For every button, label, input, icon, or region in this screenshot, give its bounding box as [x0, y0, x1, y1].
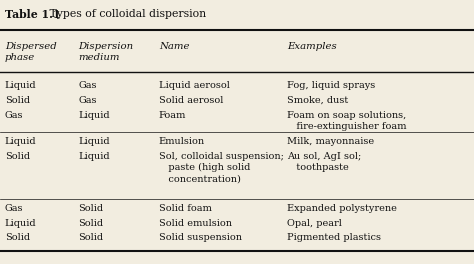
Text: Expanded polystyrene: Expanded polystyrene: [287, 204, 397, 213]
Text: Table 1.1: Table 1.1: [5, 9, 60, 20]
Text: Solid: Solid: [78, 219, 103, 228]
Text: Dispersed
phase: Dispersed phase: [5, 42, 56, 62]
Text: Emulsion: Emulsion: [159, 137, 205, 146]
Text: Solid suspension: Solid suspension: [159, 233, 242, 242]
Text: Examples: Examples: [287, 42, 337, 51]
Text: Foam on soap solutions,
   fire-extinguisher foam: Foam on soap solutions, fire-extinguishe…: [287, 111, 406, 131]
Text: Pigmented plastics: Pigmented plastics: [287, 233, 381, 242]
Text: Solid foam: Solid foam: [159, 204, 212, 213]
Text: Smoke, dust: Smoke, dust: [287, 96, 348, 105]
Text: Dispersion
medium: Dispersion medium: [78, 42, 133, 62]
Text: Sol, colloidal suspension;
   paste (high solid
   concentration): Sol, colloidal suspension; paste (high s…: [159, 152, 283, 183]
Text: Au sol, AgI sol;
   toothpaste: Au sol, AgI sol; toothpaste: [287, 152, 361, 172]
Text: Solid: Solid: [5, 152, 30, 161]
Text: Liquid: Liquid: [78, 137, 110, 146]
Text: Foam: Foam: [159, 111, 186, 120]
Text: Gas: Gas: [5, 111, 23, 120]
Text: Liquid: Liquid: [5, 219, 36, 228]
Text: Gas: Gas: [5, 204, 23, 213]
Text: Solid: Solid: [78, 233, 103, 242]
Text: Opal, pearl: Opal, pearl: [287, 219, 342, 228]
Text: Gas: Gas: [78, 96, 97, 105]
Text: Liquid aerosol: Liquid aerosol: [159, 81, 230, 89]
Text: Milk, mayonnaise: Milk, mayonnaise: [287, 137, 374, 146]
Text: Types of colloidal dispersion: Types of colloidal dispersion: [39, 9, 206, 19]
Text: Solid emulsion: Solid emulsion: [159, 219, 232, 228]
Text: Fog, liquid sprays: Fog, liquid sprays: [287, 81, 375, 89]
Text: Gas: Gas: [78, 81, 97, 89]
Text: Solid: Solid: [5, 233, 30, 242]
Text: Solid: Solid: [5, 96, 30, 105]
Text: Liquid: Liquid: [78, 111, 110, 120]
Text: Liquid: Liquid: [78, 152, 110, 161]
Text: Solid aerosol: Solid aerosol: [159, 96, 223, 105]
Text: Liquid: Liquid: [5, 81, 36, 89]
Text: Name: Name: [159, 42, 189, 51]
Text: Liquid: Liquid: [5, 137, 36, 146]
Text: Solid: Solid: [78, 204, 103, 213]
